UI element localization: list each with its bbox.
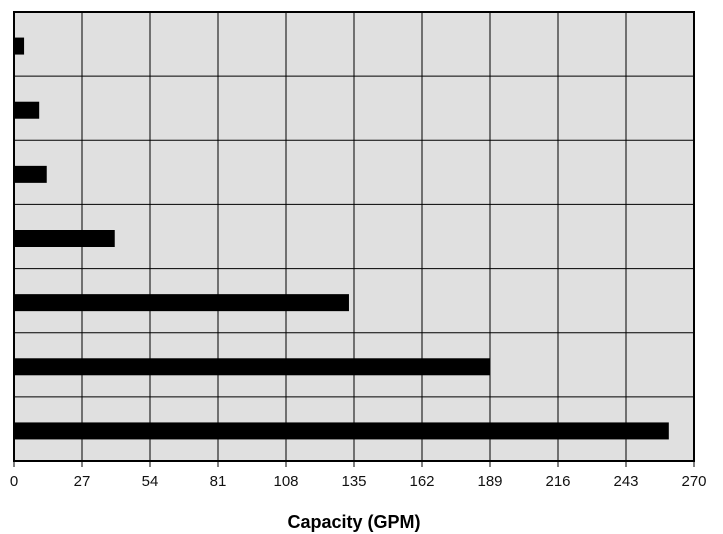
x-axis-ticks: 0 27 54 81 108 135 162 189 216 243 270 <box>10 461 707 490</box>
x-tick-label: 135 <box>341 473 366 490</box>
x-tick-label: 216 <box>545 473 570 490</box>
bar <box>14 358 490 376</box>
x-tick-label: 243 <box>613 473 638 490</box>
x-tick-label: 0 <box>10 473 18 490</box>
x-tick-label: 81 <box>210 473 227 490</box>
x-tick-label: 108 <box>273 473 298 490</box>
x-tick-label: 270 <box>681 473 706 490</box>
x-axis-title: Capacity (GPM) <box>287 512 420 532</box>
x-tick-label: 54 <box>142 473 159 490</box>
bar <box>14 101 40 119</box>
bar <box>14 230 115 247</box>
bar <box>14 294 349 312</box>
bar <box>14 37 25 55</box>
plot-border <box>13 11 695 462</box>
bar <box>14 165 47 183</box>
bar <box>14 422 669 440</box>
x-tick-label: 162 <box>409 473 434 490</box>
x-tick-label: 189 <box>477 473 502 490</box>
bars <box>14 37 669 440</box>
x-tick-label: 27 <box>74 473 91 490</box>
